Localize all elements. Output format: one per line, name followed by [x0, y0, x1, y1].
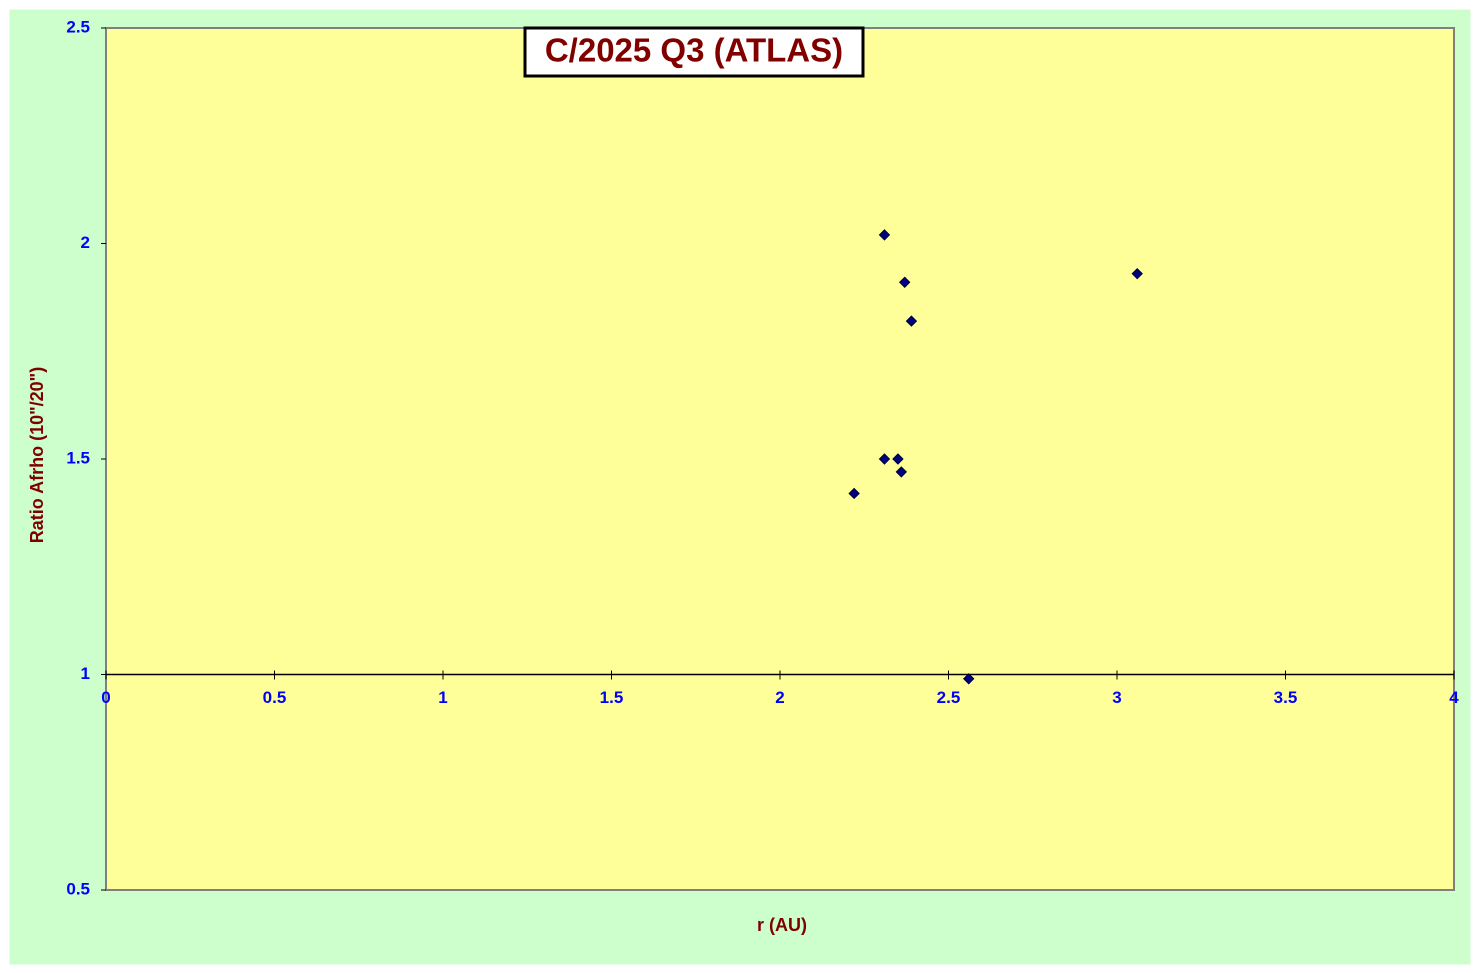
- data-point: [848, 487, 860, 500]
- data-point: [1131, 267, 1143, 280]
- x-tick-label: 3: [1112, 688, 1121, 707]
- data-point: [905, 315, 918, 327]
- x-tick-label: 2: [775, 688, 784, 707]
- y-tick-label: 2: [81, 233, 90, 252]
- y-tick-label: 1.5: [66, 448, 90, 467]
- x-tick-label: 0.5: [263, 688, 287, 707]
- chart-title: C/2025 Q3 (ATLAS): [545, 32, 843, 69]
- plot-area: [105, 27, 1455, 891]
- x-tick-label: 4: [1449, 688, 1459, 707]
- y-tick-label: 0.5: [66, 879, 90, 898]
- title-box: [523, 26, 865, 78]
- x-tick-label: 3.5: [1274, 688, 1298, 707]
- x-tick-label: 1: [438, 688, 447, 707]
- x-tick-label: 2.5: [937, 688, 961, 707]
- y-tick-label: 1: [81, 664, 90, 683]
- plot-layer: 0.5 1 1.5 2 2.5 0 0.5 1 1.5 2 2.5 3 3.5 4: [66, 17, 1459, 898]
- data-point: [892, 453, 904, 465]
- data-point: [963, 673, 975, 685]
- x-tick-label: 0: [101, 688, 110, 707]
- y-axis-label: Ratio Afrho (10"/20"): [27, 367, 47, 543]
- x-axis-label: r (AU): [757, 915, 807, 935]
- data-point: [898, 276, 911, 288]
- data-point: [895, 466, 908, 478]
- data-point: [878, 229, 891, 241]
- y-tick-label: 2.5: [66, 17, 90, 36]
- data-point: [878, 453, 891, 465]
- x-tick-label: 1.5: [600, 688, 624, 707]
